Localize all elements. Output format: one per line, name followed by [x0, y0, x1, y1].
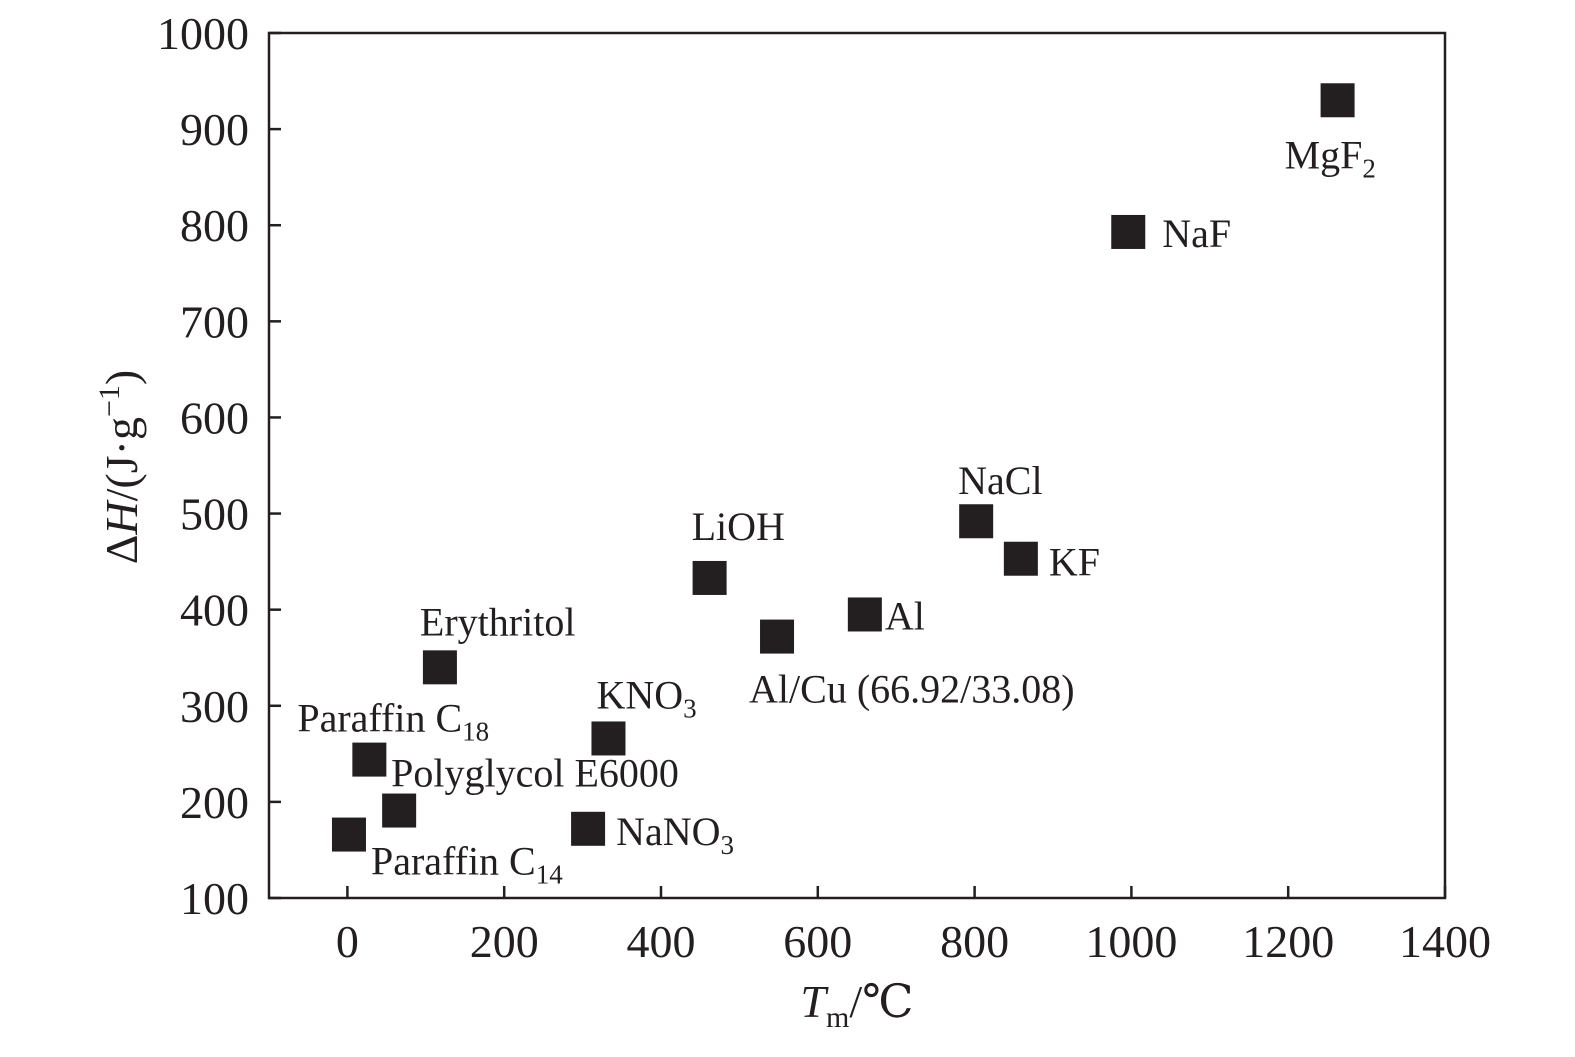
- data-point: [1320, 83, 1355, 118]
- point-label: Al: [885, 593, 925, 638]
- point-label-text: MgF: [1285, 132, 1363, 177]
- data-point: [959, 504, 994, 539]
- point-label-text: KF: [1049, 540, 1100, 585]
- y-tick-label: 500: [180, 489, 249, 540]
- x-tick-label: 1200: [1242, 916, 1334, 967]
- point-label: KF: [1049, 540, 1100, 585]
- point-label-text: Erythritol: [420, 599, 576, 644]
- data-point: [1003, 541, 1038, 576]
- point-label-subscript: 3: [721, 830, 735, 860]
- point-label: NaF: [1162, 211, 1231, 256]
- y-tick-label: 300: [180, 681, 249, 732]
- y-tick-label: 800: [180, 200, 249, 251]
- x-tick-label: 1000: [1085, 916, 1177, 967]
- point-label: Erythritol: [420, 599, 576, 644]
- y-tick-label: 1000: [157, 8, 249, 59]
- point-label-text: NaF: [1162, 211, 1231, 256]
- point-label-text: Al: [885, 593, 925, 638]
- point-label: Al/Cu (66.92/33.08): [749, 667, 1075, 712]
- y-tick-label: 400: [180, 585, 249, 636]
- point-label: Polyglycol E6000: [391, 751, 679, 796]
- point-label-subscript: 3: [683, 693, 697, 723]
- data-point: [352, 742, 387, 777]
- data-points: [331, 83, 1355, 852]
- x-tick-label: 800: [940, 916, 1009, 967]
- point-label-subscript: 18: [462, 717, 489, 747]
- point-label-text: Al/Cu (66.92/33.08): [749, 667, 1075, 712]
- plot-frame: [267, 31, 1447, 900]
- data-point: [591, 721, 626, 756]
- x-tick-label: 1400: [1399, 916, 1491, 967]
- point-label: KNO3: [596, 672, 696, 723]
- data-point: [760, 619, 795, 654]
- point-label: NaNO3: [616, 809, 734, 860]
- point-label-subscript: 14: [536, 860, 564, 890]
- y-axis-title: ΔH/(J·g−1): [93, 370, 147, 564]
- point-label-text: LiOH: [692, 504, 785, 549]
- data-point: [847, 597, 882, 632]
- data-point: [422, 650, 457, 685]
- point-label-subscript: 2: [1362, 153, 1376, 183]
- point-label: Paraffin C18: [297, 696, 489, 747]
- y-tick-label: 600: [180, 392, 249, 443]
- point-label: NaCl: [958, 458, 1042, 503]
- x-tick-label: 400: [627, 916, 696, 967]
- y-tick-label: 900: [180, 104, 249, 155]
- point-label-text: Paraffin C: [297, 696, 462, 741]
- x-tick-label: 600: [783, 916, 852, 967]
- point-label-text: Paraffin C: [371, 839, 536, 884]
- x-tick-label: 200: [470, 916, 539, 967]
- y-tick-label: 100: [180, 873, 249, 924]
- point-label: MgF2: [1285, 132, 1376, 183]
- point-label: LiOH: [692, 504, 785, 549]
- point-label: Paraffin C14: [371, 839, 563, 890]
- data-point: [571, 811, 606, 846]
- y-tick-label: 700: [180, 296, 249, 347]
- data-point: [692, 560, 727, 595]
- data-point: [382, 793, 417, 828]
- data-point: [1111, 214, 1146, 249]
- y-tick-label: 200: [180, 777, 249, 828]
- x-axis: 0 200 400 600 800 1000 1200 1400: [336, 886, 1491, 967]
- point-label-text: Polyglycol E6000: [391, 751, 679, 796]
- point-label-text: KNO: [596, 672, 683, 717]
- data-point: [331, 817, 366, 852]
- x-axis-title: Tm/℃: [800, 976, 913, 1034]
- x-tick-label: 0: [336, 916, 359, 967]
- y-axis: 100 200 300 400 500 600 700 800 900 1000: [157, 8, 281, 924]
- point-label-text: NaNO: [616, 809, 720, 854]
- point-label-text: NaCl: [958, 458, 1042, 503]
